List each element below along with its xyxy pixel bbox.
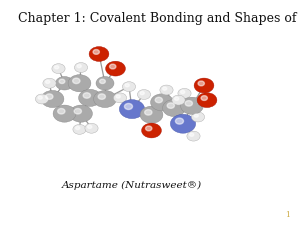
- Circle shape: [181, 97, 203, 114]
- Circle shape: [198, 81, 204, 86]
- Circle shape: [83, 93, 91, 98]
- Circle shape: [163, 99, 185, 117]
- Circle shape: [55, 66, 59, 69]
- Circle shape: [46, 80, 50, 83]
- Circle shape: [74, 63, 88, 72]
- Circle shape: [79, 89, 101, 106]
- Circle shape: [88, 125, 92, 128]
- Circle shape: [163, 87, 167, 90]
- Circle shape: [56, 76, 74, 90]
- Circle shape: [181, 90, 185, 94]
- Circle shape: [122, 82, 136, 92]
- Circle shape: [35, 94, 49, 104]
- Circle shape: [140, 92, 144, 95]
- Circle shape: [142, 123, 161, 138]
- Circle shape: [96, 76, 114, 90]
- Circle shape: [58, 108, 65, 114]
- Circle shape: [70, 105, 92, 122]
- Circle shape: [46, 94, 53, 99]
- Circle shape: [191, 112, 205, 122]
- Circle shape: [190, 133, 194, 136]
- Circle shape: [170, 114, 196, 133]
- Circle shape: [137, 90, 151, 99]
- Circle shape: [167, 103, 175, 108]
- Circle shape: [52, 64, 65, 74]
- Circle shape: [172, 95, 185, 105]
- Circle shape: [89, 47, 109, 61]
- Circle shape: [106, 61, 125, 76]
- Circle shape: [110, 64, 116, 69]
- Circle shape: [185, 101, 193, 106]
- Circle shape: [119, 100, 145, 119]
- Circle shape: [73, 124, 86, 134]
- Circle shape: [125, 84, 129, 87]
- Circle shape: [140, 106, 163, 123]
- Circle shape: [76, 126, 80, 130]
- Circle shape: [175, 97, 179, 100]
- Circle shape: [187, 131, 200, 141]
- Circle shape: [43, 78, 56, 88]
- Circle shape: [94, 90, 116, 108]
- Circle shape: [59, 79, 65, 83]
- Circle shape: [98, 94, 106, 99]
- Circle shape: [155, 97, 163, 103]
- Circle shape: [113, 93, 127, 103]
- Text: 1: 1: [285, 211, 290, 219]
- Circle shape: [160, 85, 173, 95]
- Circle shape: [73, 78, 80, 84]
- Circle shape: [85, 123, 98, 133]
- Circle shape: [124, 104, 133, 110]
- Circle shape: [41, 90, 64, 108]
- Circle shape: [178, 88, 191, 98]
- Circle shape: [116, 95, 120, 98]
- Circle shape: [151, 94, 173, 111]
- Circle shape: [93, 50, 99, 54]
- Circle shape: [38, 96, 42, 99]
- Circle shape: [176, 118, 184, 124]
- Circle shape: [77, 65, 81, 68]
- Circle shape: [145, 110, 152, 115]
- Text: Aspartame (Nutrasweet®): Aspartame (Nutrasweet®): [62, 181, 202, 190]
- Text: Chapter 1: Covalent Bonding and Shapes of Molecules: Chapter 1: Covalent Bonding and Shapes o…: [18, 12, 300, 25]
- Circle shape: [53, 105, 76, 122]
- Circle shape: [197, 93, 217, 108]
- Circle shape: [74, 108, 82, 114]
- Circle shape: [100, 79, 105, 83]
- Circle shape: [201, 96, 207, 100]
- Circle shape: [68, 75, 91, 92]
- Circle shape: [194, 114, 198, 117]
- Circle shape: [146, 126, 152, 131]
- Circle shape: [194, 78, 214, 93]
